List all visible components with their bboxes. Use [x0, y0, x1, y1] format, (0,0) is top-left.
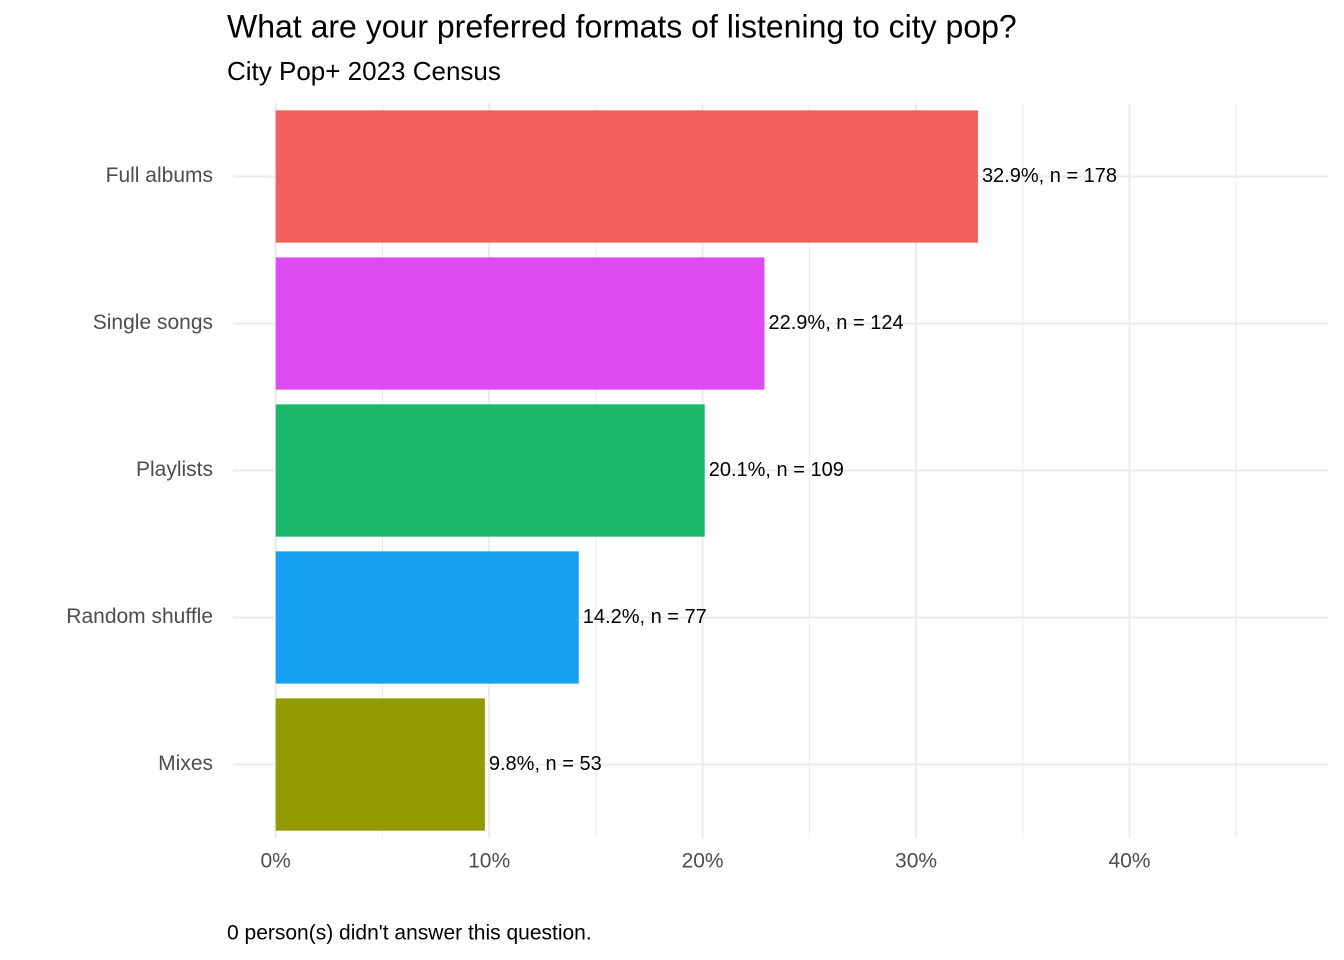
- value-label: 9.8%, n = 53: [489, 753, 602, 775]
- bar: [275, 551, 579, 684]
- value-label: 32.9%, n = 178: [982, 165, 1117, 187]
- chart-caption: 0 person(s) didn't answer this question.: [227, 922, 592, 945]
- value-label: 20.1%, n = 109: [709, 459, 844, 481]
- y-tick-label: Mixes: [158, 752, 213, 775]
- x-tick-label: 0%: [261, 850, 291, 873]
- chart-subtitle: City Pop+ 2023 Census: [227, 56, 501, 86]
- value-label: 22.9%, n = 124: [768, 312, 903, 334]
- x-tick-label: 20%: [682, 850, 724, 873]
- y-tick-label: Playlists: [136, 458, 213, 481]
- chart-title: What are your preferred formats of liste…: [227, 8, 1017, 44]
- bar: [275, 257, 765, 390]
- x-tick-label: 30%: [895, 850, 937, 873]
- bar: [275, 698, 485, 831]
- bar: [275, 110, 978, 243]
- x-tick-label: 10%: [468, 850, 510, 873]
- value-label: 14.2%, n = 77: [583, 606, 707, 628]
- y-tick-label: Single songs: [93, 311, 213, 334]
- y-tick-label: Random shuffle: [66, 605, 213, 628]
- x-tick-label: 40%: [1108, 850, 1150, 873]
- bar: [275, 404, 705, 537]
- y-tick-label: Full albums: [106, 164, 213, 187]
